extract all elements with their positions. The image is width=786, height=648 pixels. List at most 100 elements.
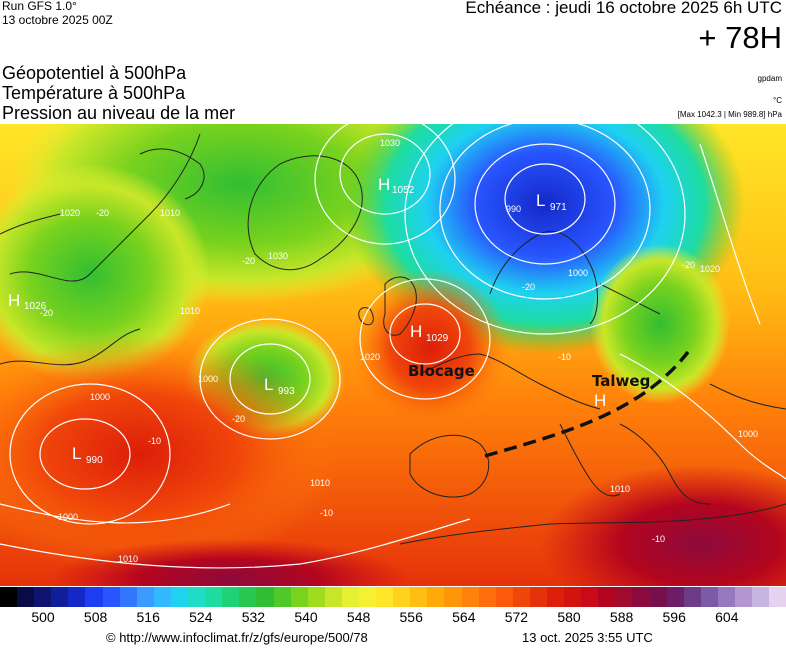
forecast-offset: + 78H <box>698 20 782 55</box>
color-scale-swatch <box>188 587 206 607</box>
trough-line <box>484 350 690 458</box>
run-date: 13 octobre 2025 00Z <box>2 13 113 27</box>
color-scale-swatch <box>529 587 547 607</box>
color-scale-tick: 540 <box>294 609 318 625</box>
pressure-center-type: L <box>264 375 273 394</box>
color-scale-tick: 524 <box>189 609 213 625</box>
greenland-coast <box>247 155 363 271</box>
isobar-low-971-inner <box>504 163 586 235</box>
temp-label: -10 <box>148 436 161 446</box>
pressure-center-type: L <box>536 191 545 210</box>
color-scale-swatch <box>68 587 86 607</box>
temp-label: -20 <box>682 260 695 270</box>
color-scale-swatch <box>598 587 616 607</box>
isobar-south-1000 <box>0 503 231 524</box>
temp-label: -10 <box>558 352 571 362</box>
isobar-high-1029-outer <box>359 278 491 400</box>
color-scale-tick: 564 <box>452 609 476 625</box>
north-africa-coast <box>399 503 786 545</box>
color-scale-swatch <box>102 587 120 607</box>
coastlines <box>0 133 786 545</box>
isobar-label: 1030 <box>380 138 400 148</box>
isobar-low-993-outer <box>199 318 341 440</box>
isobar-high-1052-outer <box>314 124 456 245</box>
temp-label: -20 <box>242 256 255 266</box>
color-scale-swatch <box>427 587 445 607</box>
pressure-center-value: 1026 <box>24 301 47 312</box>
generation-timestamp: 13 oct. 2025 3:55 UTC <box>522 630 653 645</box>
color-scale-swatch <box>666 587 684 607</box>
isobar-label: 1000 <box>198 374 218 384</box>
color-scale-swatch <box>324 587 342 607</box>
scandinavia-coast <box>489 230 598 325</box>
color-scale-swatch <box>290 587 308 607</box>
color-scale-swatch <box>478 587 496 607</box>
source-url[interactable]: © http://www.infoclimat.fr/z/gfs/europe/… <box>106 630 368 645</box>
color-scale-swatch <box>205 587 223 607</box>
baltic-coast <box>599 283 661 315</box>
color-scale-swatch <box>119 587 137 607</box>
pressure-center-type: H <box>594 391 606 410</box>
isobar-label: 1020 <box>60 208 80 218</box>
isobar-low-990-outer <box>9 383 171 525</box>
britain-coast <box>383 276 417 336</box>
color-scale-swatch <box>0 587 18 607</box>
isobars <box>0 124 786 569</box>
color-scale-tick: 596 <box>662 609 686 625</box>
pressure-center-value: 1052 <box>392 185 415 196</box>
color-scale <box>0 587 786 607</box>
color-scale-swatch <box>581 587 599 607</box>
baffin-coast <box>139 148 205 200</box>
title-geopotential: Géopotentiel à 500hPa <box>2 63 187 83</box>
isobar-south-1010 <box>0 518 471 569</box>
pressure-center-l971: L 971 <box>536 191 567 213</box>
isobar-label: 1010 <box>180 306 200 316</box>
color-scale-tick: 516 <box>136 609 160 625</box>
isobar-high-1052-inner <box>339 133 431 215</box>
field-mediterranean-warm <box>540 464 786 586</box>
trough-annotation: Talweg <box>592 372 650 390</box>
color-scale-tick: 588 <box>609 609 634 625</box>
color-scale-swatch <box>51 587 69 607</box>
isobar-label: 1030 <box>268 251 288 261</box>
isobar-low-971-outermost <box>404 124 686 335</box>
italy-coast <box>559 423 621 497</box>
weather-map: H 1026 H 1052 L 971 H 1029 L 993 L 990 H… <box>0 124 786 586</box>
color-scale-swatch <box>239 587 257 607</box>
color-scale-tick: 580 <box>557 609 581 625</box>
isobar-label: 1010 <box>160 208 180 218</box>
color-scale-tick: 572 <box>504 609 529 625</box>
newfoundland-coast <box>0 328 141 366</box>
color-scale-swatch <box>358 587 377 607</box>
pressure-center-type: L <box>72 444 81 463</box>
color-scale-swatch <box>307 587 325 607</box>
pressure-center-l990: L 990 <box>72 444 103 466</box>
forecast-time: Echéance : jeudi 16 octobre 2025 6h UTC <box>465 0 782 17</box>
isobar-label: 1010 <box>310 478 330 488</box>
pressure-center-value: 990 <box>86 455 103 466</box>
color-scale-tick: 604 <box>715 609 739 625</box>
isobar-east-1010 <box>619 353 786 480</box>
color-scale-swatch <box>222 587 240 607</box>
color-scale-swatch <box>341 587 359 607</box>
isobar-label: 990 <box>506 204 521 214</box>
color-scale-swatch <box>17 587 35 607</box>
color-scale-swatch <box>410 587 428 607</box>
color-scale-swatch <box>153 587 171 607</box>
color-scale-swatch <box>256 587 274 607</box>
brand-label: gpdam <box>757 74 782 83</box>
iberia-coast <box>409 434 490 498</box>
temp-label: -10 <box>652 534 665 544</box>
field-east-trough <box>590 244 730 404</box>
color-scale-swatch <box>769 587 786 607</box>
color-scale-swatch <box>632 587 650 607</box>
hudson-coast <box>0 213 61 235</box>
pressure-center-h1026: H 1026 <box>8 291 47 312</box>
color-scale-swatch <box>683 587 701 607</box>
isobar-high-1029-inner <box>389 303 461 365</box>
pressure-center-type: H <box>8 291 20 310</box>
isobar-label: 1020 <box>360 352 380 362</box>
color-scale-swatch <box>512 587 530 607</box>
pressure-center-type: H <box>378 175 390 194</box>
color-scale-swatch <box>461 587 479 607</box>
